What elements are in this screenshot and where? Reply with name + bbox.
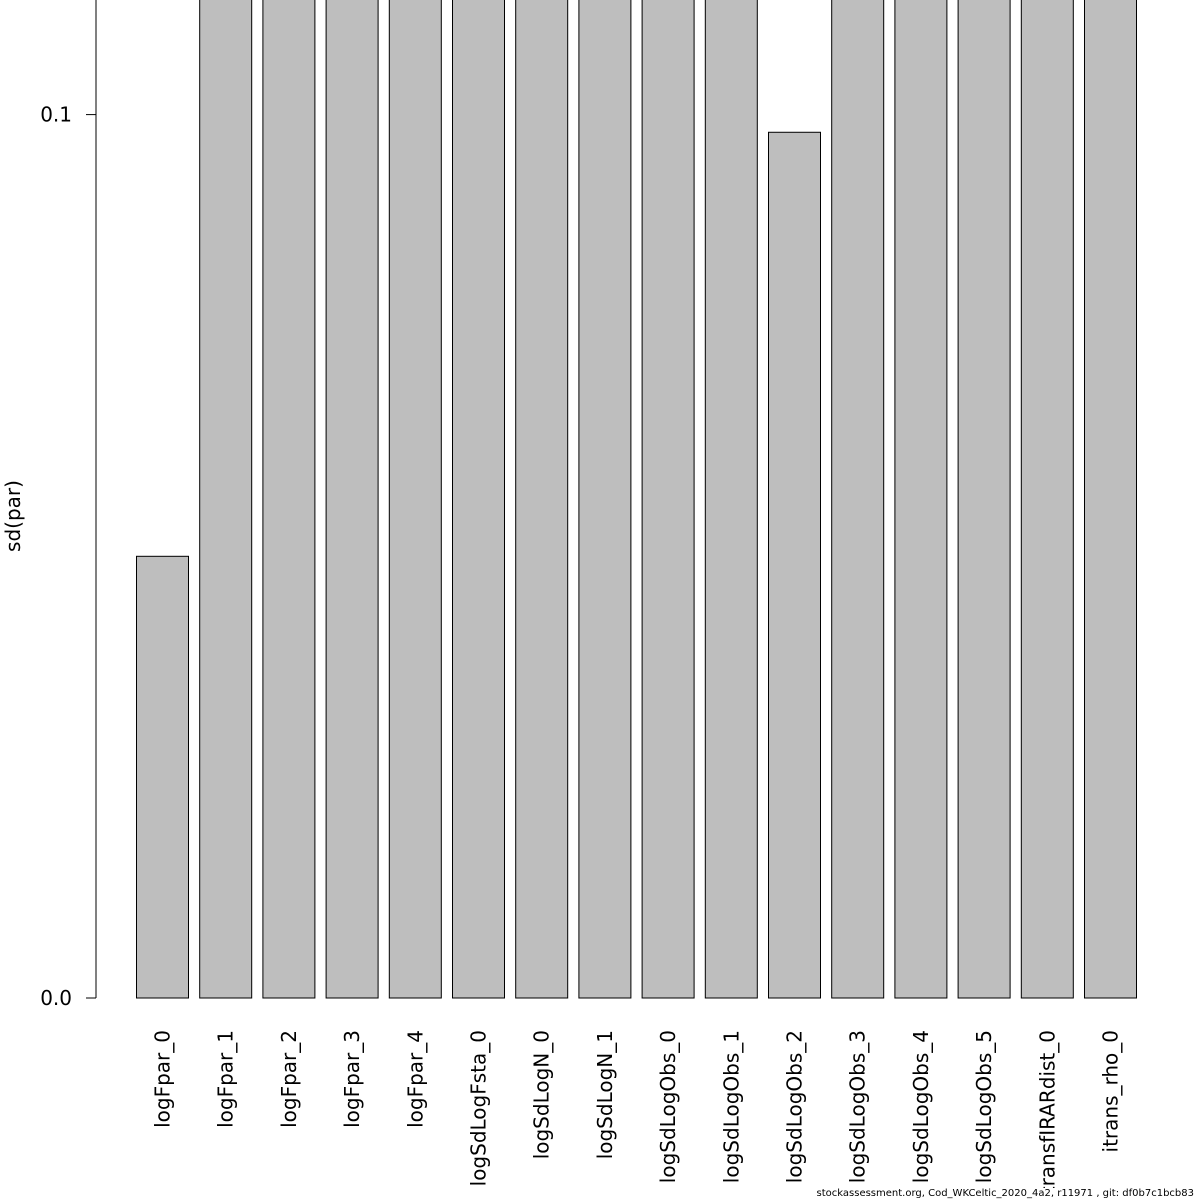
bar-logSdLogObs_1 (704, 0, 758, 999)
bar-logFpar_1 (199, 0, 253, 999)
bar-itrans_rho_0 (1084, 0, 1137, 999)
x-tick-label: logSdLogObs_5 (972, 1030, 996, 1183)
y-axis-label: sd(par) (1, 480, 25, 552)
x-tick-label: logSdLogFsta_0 (467, 1030, 491, 1186)
x-tick-label: logFpar_4 (403, 1030, 427, 1128)
x-tick-label: logSdLogObs_1 (719, 1030, 743, 1183)
x-tick-label: logFpar_3 (340, 1030, 364, 1128)
bar-logSdLogFsta_0 (452, 0, 505, 999)
y-axis: 0.00.10.20.30.40.5 (40, 0, 97, 1010)
footer-credit: stockassessment.org, Cod_WKCeltic_2020_4… (816, 1188, 1194, 1199)
bar-logSdLogN_0 (515, 0, 569, 999)
bar-logSdLogObs_3 (831, 0, 885, 999)
bar-logSdLogObs_0 (641, 0, 695, 999)
bar-logFpar_2 (262, 0, 316, 999)
bar-logFpar_0 (136, 555, 189, 999)
bar-logSdLogObs_2 (768, 131, 821, 999)
x-tick-label: logSdLogN_0 (530, 1030, 554, 1159)
bar-logSdLogN_1 (578, 0, 632, 999)
x-tick-label: transfIRARdist_0 (1035, 1030, 1059, 1194)
bar-logFpar_4 (388, 0, 442, 999)
x-tick-label: logFpar_0 (151, 1030, 175, 1128)
x-tick-label: logFpar_2 (277, 1030, 301, 1128)
y-tick-label: 0.0 (40, 986, 72, 1010)
bar-transfIRARdist_0 (1020, 0, 1074, 999)
x-tick-label: logSdLogObs_3 (846, 1030, 870, 1183)
bar-logSdLogObs_4 (894, 0, 948, 999)
x-tick-label: logSdLogObs_2 (783, 1030, 807, 1183)
bar-logSdLogObs_5 (957, 0, 1011, 999)
x-tick-label: logSdLogN_1 (593, 1030, 617, 1159)
x-tick-label: itrans_rho_0 (1099, 1030, 1123, 1152)
x-tick-label: logSdLogObs_4 (909, 1030, 933, 1183)
x-tick-labels: logFpar_0 logFpar_1 logFpar_2 logFpar_3 logF… (151, 1030, 1123, 1194)
x-tick-label: logSdLogObs_0 (656, 1030, 680, 1183)
bar-logFpar_3 (325, 0, 379, 999)
y-tick-label: 0.1 (40, 103, 72, 127)
x-tick-label: logFpar_1 (214, 1030, 238, 1128)
bars-group (136, 0, 1137, 999)
